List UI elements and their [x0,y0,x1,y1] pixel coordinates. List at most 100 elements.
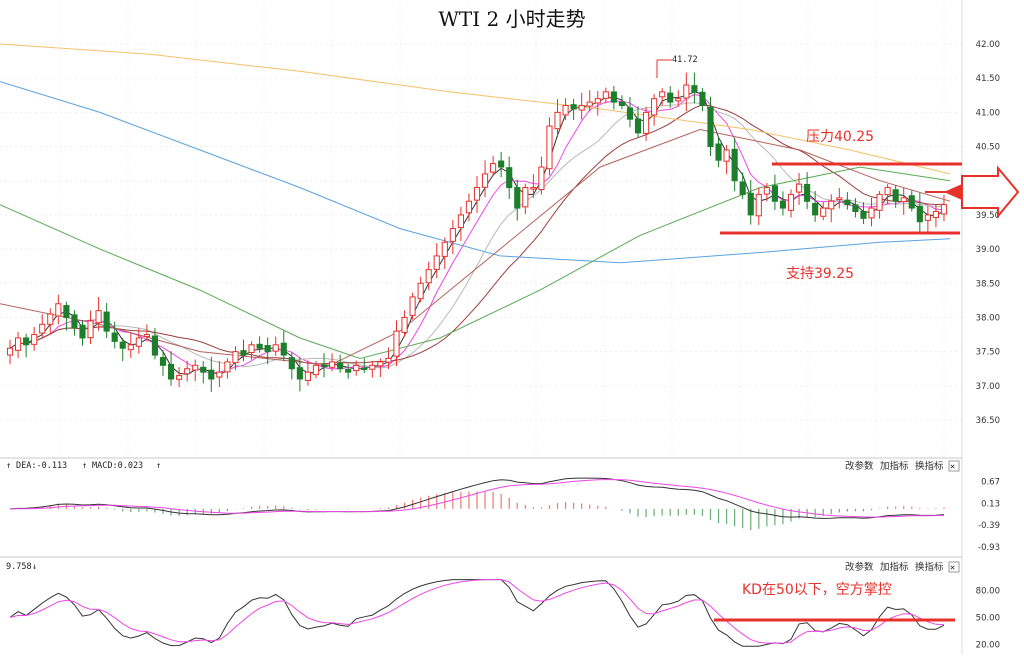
candle-up [763,187,770,195]
candle-up [481,173,489,188]
candle-down [320,364,328,368]
candle-up [602,91,609,99]
macd-add-indicator-button[interactable]: 加指标 [880,460,909,472]
candle-up [312,364,320,376]
candle-down [892,189,899,202]
candle-up [820,207,827,217]
candle-up [31,334,38,345]
candle-up [127,344,134,351]
kd-note: KD在50以下，空方掌控 [742,582,892,598]
candle-down [731,148,738,182]
price-tick-label: 40.50 [976,143,1000,153]
macd-switch-indicator-button[interactable]: 换指标 [915,460,944,472]
kd-tick-label: 80.00 [976,586,1000,596]
kd-d-line [9,579,945,644]
candle-down [747,192,754,216]
price-tick-label: 42.00 [976,40,1000,50]
grid-lines [0,0,962,456]
candle-down [908,195,915,209]
macd-dea-label: DEA:-0.113 [16,461,67,471]
candle-up [884,187,891,196]
high-label: 41.72 [672,55,698,65]
candle-up [95,310,102,324]
candle-up [449,228,456,242]
candle-up [353,364,360,372]
candle-down [506,167,513,189]
candle-up [562,105,569,116]
candle-up [409,296,416,316]
candle-down [200,366,207,373]
candle-up [47,313,54,325]
candle-down [167,364,175,380]
ma-line-maroon [9,104,945,365]
candle-up [385,357,392,363]
candle-down [626,107,634,120]
candle-down [71,314,78,329]
kd-change-params-button[interactable]: 改参数 [845,561,874,573]
candle-down [691,85,698,93]
kd-add-indicator-button[interactable]: 加指标 [880,561,909,573]
kd-tick-label: 20.00 [976,640,1000,650]
candle-up [932,210,939,219]
candle-up [393,330,400,357]
candle-up [192,364,199,371]
candle-up [184,368,191,375]
candle-up [143,334,150,338]
kd-tick-label: 50.00 [976,613,1000,623]
candle-up [522,187,529,208]
candle-up [795,183,803,193]
macd-end-arrow-icon: ↑ [156,461,161,471]
candle-up [651,98,658,116]
resistance-label: 压力40.25 [806,129,874,145]
candle-down [208,369,215,380]
price-tick-label: 41.00 [976,108,1000,118]
candle-down [860,210,867,219]
candle-up [216,371,223,378]
macd-axis-ticks: 0.67 0.13 -0.39 -0.93 [978,477,1000,553]
candle-up [176,375,183,380]
candle-down [844,199,851,206]
moving-average-lines [0,43,951,375]
macd-close-button[interactable] [948,460,960,472]
price-tick-label: 37.00 [976,382,1000,392]
candle-down [707,107,714,148]
price-tick-label: 37.50 [976,348,1000,358]
candle-up [248,344,255,354]
candle-up [755,193,762,217]
candle-up [433,255,440,270]
ma-line-blue [0,81,951,264]
candle-down [916,205,923,223]
kd-close-button[interactable] [948,561,960,573]
candle-up [272,344,279,352]
candle-up [787,193,795,211]
macd-histogram [17,491,945,531]
candle-down [159,357,167,366]
candle-up [39,323,46,334]
candle-up [6,347,14,356]
candle-up [940,204,948,215]
candle-down [618,101,625,107]
candle-up [465,200,473,214]
macd-dif-line [9,477,945,519]
ma-line-brown [0,128,951,366]
candle-up [546,125,553,170]
candle-up [578,105,585,111]
candle-up [868,207,875,219]
candlesticks [6,72,948,392]
candle-down [361,367,368,371]
candle-up [232,351,239,364]
candle-up [683,84,690,99]
candle-down [103,311,110,332]
candle-down [288,357,295,370]
candle-down [771,185,778,202]
candle-up [473,187,481,201]
candle-up [530,187,537,190]
kd-switch-indicator-button[interactable]: 换指标 [915,561,944,573]
ma-line-green [0,166,951,360]
macd-up-arrow-icon: ↑ [6,461,11,471]
candle-up [586,101,593,107]
candle-up [441,241,448,257]
kd-header-value: 9.758 [6,562,32,572]
macd-change-params-button[interactable]: 改参数 [845,460,874,472]
